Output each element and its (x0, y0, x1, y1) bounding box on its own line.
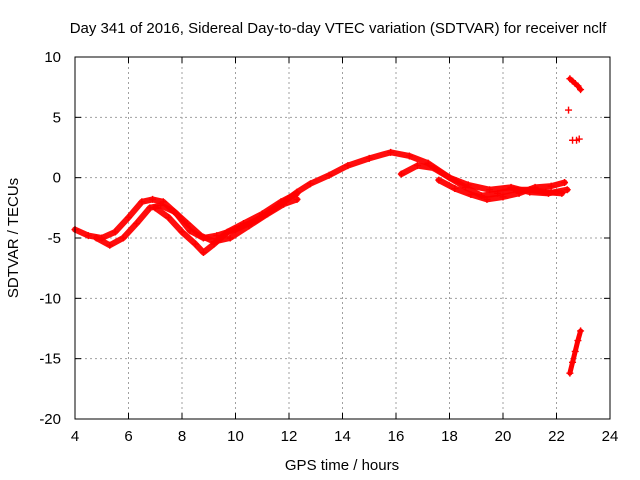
series-band (567, 76, 584, 93)
series-track-e (435, 176, 569, 203)
y-tick-label: 0 (53, 170, 61, 187)
x-tick-label: 6 (124, 428, 132, 445)
y-tick-label: -10 (39, 290, 61, 307)
x-tick-label: 14 (334, 428, 351, 445)
x-tick-label: 18 (441, 428, 458, 445)
series-late-cluster-lower (566, 327, 585, 377)
y-tick-label: -15 (39, 351, 61, 368)
x-tick-label: 24 (602, 428, 619, 445)
series-late-cluster-upper (566, 75, 585, 94)
y-tick-label: -5 (48, 230, 61, 247)
data-point (575, 135, 583, 143)
x-tick-label: 16 (388, 428, 405, 445)
series-track-d (397, 162, 566, 200)
y-axis-label: SDTVAR / TECUs (5, 178, 22, 298)
y-tick-labels: 10 5 0 -5 -10 -15 -20 (39, 49, 61, 428)
x-tick-label: 20 (495, 428, 512, 445)
grid-lines (75, 57, 610, 419)
series-band (152, 190, 301, 256)
series-late-cluster-mid (565, 106, 583, 144)
series-band (93, 196, 301, 249)
x-tick-labels: 4 6 8 10 12 14 16 18 20 22 24 (71, 428, 619, 445)
data-point (565, 106, 573, 114)
x-axis-label: GPS time / hours (285, 457, 399, 474)
y-tick-label: 10 (44, 49, 61, 66)
series-band (398, 162, 565, 199)
y-tick-label: -20 (39, 411, 61, 428)
x-tick-label: 8 (178, 428, 186, 445)
series-band (567, 328, 584, 376)
x-tick-label: 22 (548, 428, 565, 445)
x-tick-label: 12 (281, 428, 298, 445)
plot-border (74, 56, 611, 420)
x-tick-label: 10 (227, 428, 244, 445)
chart-title: Day 341 of 2016, Sidereal Day-to-day VTE… (70, 20, 607, 37)
series-track-b (92, 195, 301, 249)
x-tick-label: 4 (71, 428, 79, 445)
y-tick-label: 5 (53, 109, 61, 126)
data-points (71, 75, 585, 377)
series-track-c (151, 189, 301, 256)
series-band (435, 177, 568, 203)
